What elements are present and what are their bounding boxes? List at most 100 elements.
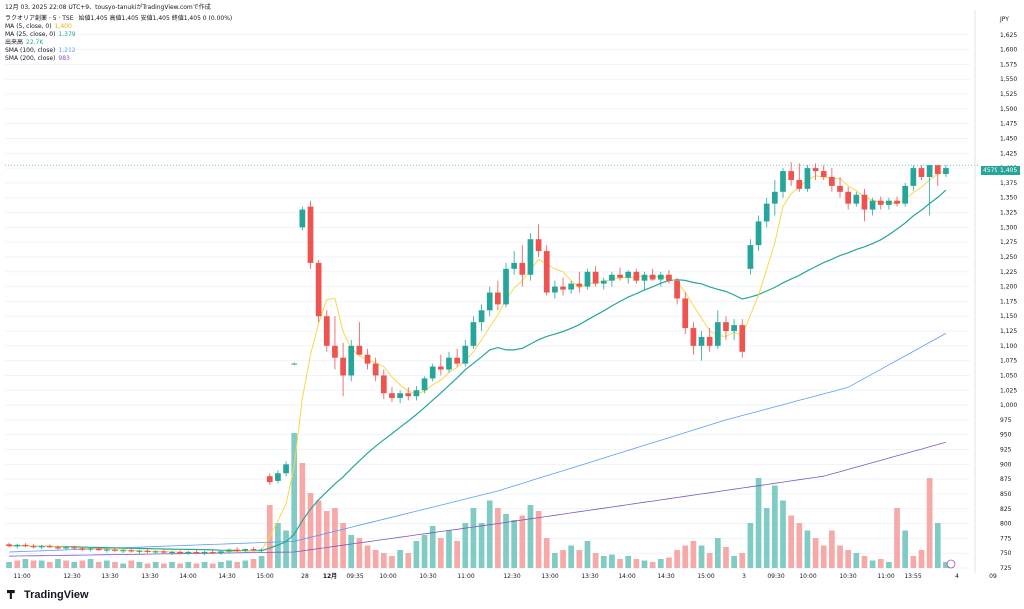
price-tick-label: 1,600 [1000, 47, 1017, 54]
candle-body [527, 239, 534, 275]
candle-body [421, 378, 428, 391]
candle-body [837, 185, 843, 192]
price-tick-label: 800 [1000, 521, 1012, 528]
price-tick-label: 950 [1000, 432, 1012, 439]
candle-body [250, 549, 257, 551]
volume-bar [226, 560, 232, 568]
volume-bar [812, 538, 819, 568]
volume-bar [462, 523, 469, 568]
price-tick-label: 1,250 [1000, 254, 1017, 261]
volume-bar [429, 526, 436, 568]
candle-body [470, 322, 477, 346]
volume-bar [495, 508, 501, 568]
last-price-tag: 1,405 [997, 166, 1021, 175]
candle-body [869, 200, 876, 210]
volume-bar [592, 553, 599, 568]
time-tick-label: 10:00 [799, 573, 816, 580]
price-tick-label: 775 [1000, 535, 1012, 542]
candle-body [201, 552, 208, 554]
candle-body [177, 552, 184, 554]
volume-bar [527, 505, 534, 568]
volume-bar [796, 523, 803, 568]
volume-bar [804, 530, 811, 568]
volume-bar [829, 530, 835, 568]
time-tick-label: 10:30 [839, 573, 856, 580]
volume-bar [780, 500, 786, 568]
candle-body [291, 363, 298, 365]
volume-bar [714, 538, 721, 568]
volume-bar [657, 559, 664, 568]
volume-bar [454, 541, 460, 568]
symbol-title[interactable]: ラクオリア創薬 · 5 · TSE [5, 15, 74, 22]
volume-bar [348, 535, 355, 568]
price-tick-label: 1,500 [1000, 106, 1017, 113]
candle-body [22, 544, 29, 547]
legend-ma5[interactable]: MA (5, close, 0) 1,400 [5, 23, 72, 30]
time-tick-label: 14:30 [218, 573, 235, 580]
candle-body [617, 274, 623, 278]
candle-body [226, 549, 232, 552]
volume-bar [853, 553, 860, 568]
time-tick-label: 13:30 [581, 573, 598, 580]
price-tick-label: 1,475 [1000, 121, 1017, 128]
volume-bar [14, 560, 21, 568]
time-tick-label: 14:00 [618, 573, 635, 580]
legend-ma25[interactable]: MA (25, close, 0) 1,379 [5, 31, 76, 38]
volume-bar [861, 556, 868, 568]
price-tick-label: 725 [1000, 565, 1012, 572]
volume-bar [30, 560, 37, 568]
volume-bar [250, 559, 257, 568]
candle-body [576, 283, 583, 287]
volume-bar [323, 511, 330, 568]
candle-body [446, 357, 452, 370]
candle-body [731, 325, 737, 332]
candle-body [560, 286, 566, 290]
tradingview-logo[interactable]: TradingView [7, 589, 89, 601]
time-tick-label: 10:00 [379, 573, 396, 580]
volume-bar [152, 562, 159, 568]
candle-body [136, 550, 143, 552]
price-tick-label: 1,275 [1000, 239, 1017, 246]
price-tick-label: 1,175 [1000, 298, 1017, 305]
ma25-line [9, 189, 947, 552]
candle-body [486, 292, 493, 311]
price-tick-label: 1,575 [1000, 61, 1017, 68]
legend-sma200[interactable]: SMA (200, close) 983 [5, 55, 70, 62]
volume-bar [682, 545, 689, 568]
volume-bar [706, 553, 713, 568]
volume-bar [446, 530, 452, 568]
volume-bar [674, 550, 680, 568]
volume-bar [71, 562, 78, 568]
candle-body [87, 548, 94, 550]
price-tick-label: 1,200 [1000, 284, 1017, 291]
candle-body [185, 552, 192, 554]
volume-bar [649, 562, 656, 568]
volume-bar [886, 562, 892, 568]
candle-body [568, 283, 575, 290]
time-tick-label: 13:00 [541, 573, 558, 580]
candle-body [739, 325, 746, 352]
candle-body [14, 544, 21, 547]
time-tick-label: 13:55 [904, 573, 921, 580]
legend-sma100[interactable]: SMA (100, close) 1,212 [5, 47, 76, 54]
candle-body [478, 310, 485, 323]
candle-body [845, 191, 852, 204]
candle-body [152, 551, 159, 553]
volume-bar [6, 562, 12, 568]
volume-bar [747, 523, 754, 568]
candle-body [943, 168, 949, 175]
price-tick-label: 1,625 [1000, 32, 1017, 39]
tradingview-logo-icon [7, 590, 15, 599]
time-tick-label: 12月 [323, 572, 337, 580]
candle-body [902, 185, 909, 204]
volume-bar [63, 560, 69, 568]
candle-body [364, 354, 371, 364]
volume-bar [723, 547, 729, 568]
legend-volume[interactable]: 出来高 22.7K [5, 39, 44, 46]
volume-bar [600, 556, 607, 568]
candle-body [633, 271, 640, 281]
candle-body [242, 549, 249, 551]
candle-body [71, 547, 78, 549]
candle-body [161, 551, 167, 553]
